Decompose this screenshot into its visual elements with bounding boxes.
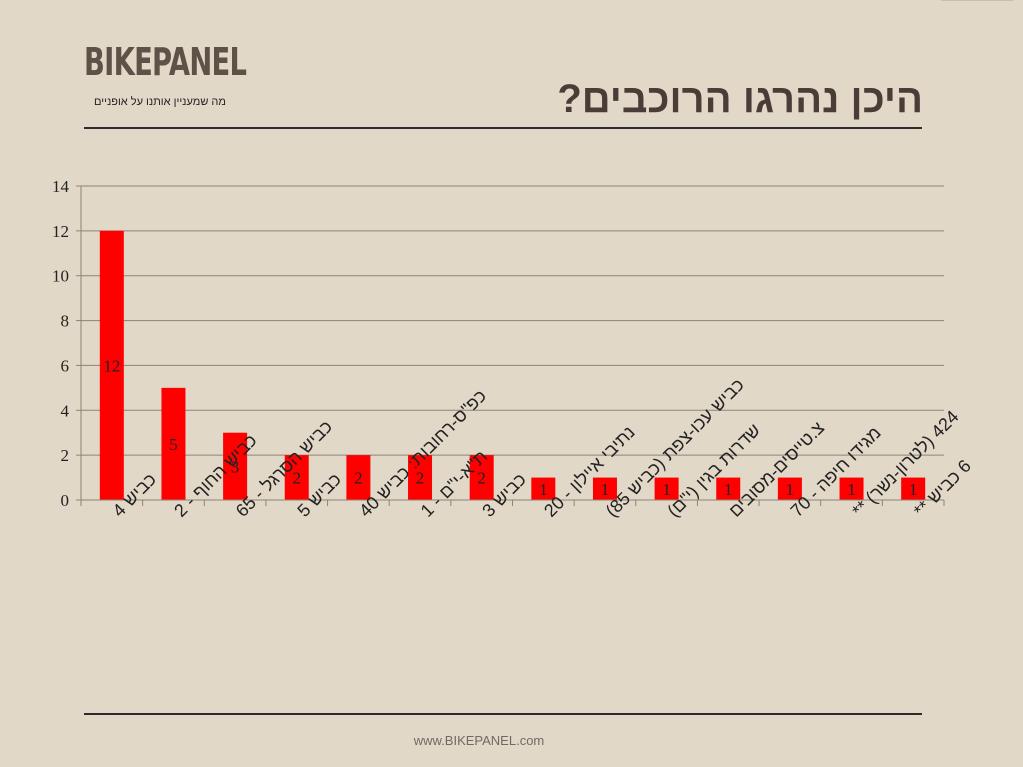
y-tick-label: 12 — [52, 222, 69, 241]
corner-line — [941, 0, 1013, 1]
logo-text: BIKEPANEL — [84, 40, 247, 84]
logo-tagline: מה שמעניין אותנו על אופניים — [94, 96, 226, 108]
y-tick-label: 6 — [61, 356, 70, 375]
y-tick-label: 4 — [61, 401, 70, 420]
bar — [408, 455, 433, 500]
data-label: 1 — [662, 480, 671, 499]
y-tick-label: 10 — [52, 267, 69, 286]
data-label: 1 — [786, 480, 795, 499]
bars — [99, 230, 926, 500]
bar — [654, 477, 679, 500]
bar — [901, 477, 926, 500]
bar — [346, 455, 371, 500]
data-label: 1 — [909, 480, 918, 499]
bar — [592, 477, 617, 500]
data-label: 1 — [601, 480, 610, 499]
data-label: 1 — [847, 480, 856, 499]
y-tick-label: 0 — [61, 491, 70, 510]
axes — [76, 185, 945, 506]
bottom-divider — [84, 713, 922, 715]
bar — [161, 387, 186, 500]
bar — [469, 455, 494, 500]
bar — [777, 477, 802, 500]
footer-url: www.BIKEPANEL.com — [413, 733, 545, 748]
y-tick-label: 14 — [52, 177, 70, 196]
bar — [839, 477, 864, 500]
data-label: 5 — [169, 435, 178, 454]
bar — [223, 432, 248, 500]
bar — [99, 230, 124, 500]
bikepanel-logo: BIKEPANEL מה שמעניין אותנו על אופניים — [84, 40, 309, 108]
bar — [531, 477, 556, 500]
y-tick-label: 8 — [61, 312, 70, 331]
data-label: 2 — [416, 469, 425, 488]
data-label: 2 — [354, 469, 363, 488]
data-label: 12 — [103, 356, 120, 375]
data-label: 1 — [724, 480, 733, 499]
gridlines — [81, 185, 944, 456]
y-tick-label: 2 — [61, 446, 70, 465]
data-label: 1 — [539, 480, 548, 499]
bar — [284, 455, 309, 500]
data-label: 2 — [293, 469, 302, 488]
top-divider — [84, 127, 922, 129]
category-label: 424 (לטרון-נשר) ** — [848, 406, 962, 520]
data-label: 3 — [231, 457, 240, 476]
slide-title: היכן נהרגו הרוכבים? — [557, 77, 923, 121]
bar — [716, 477, 741, 500]
data-label: 2 — [477, 469, 486, 488]
